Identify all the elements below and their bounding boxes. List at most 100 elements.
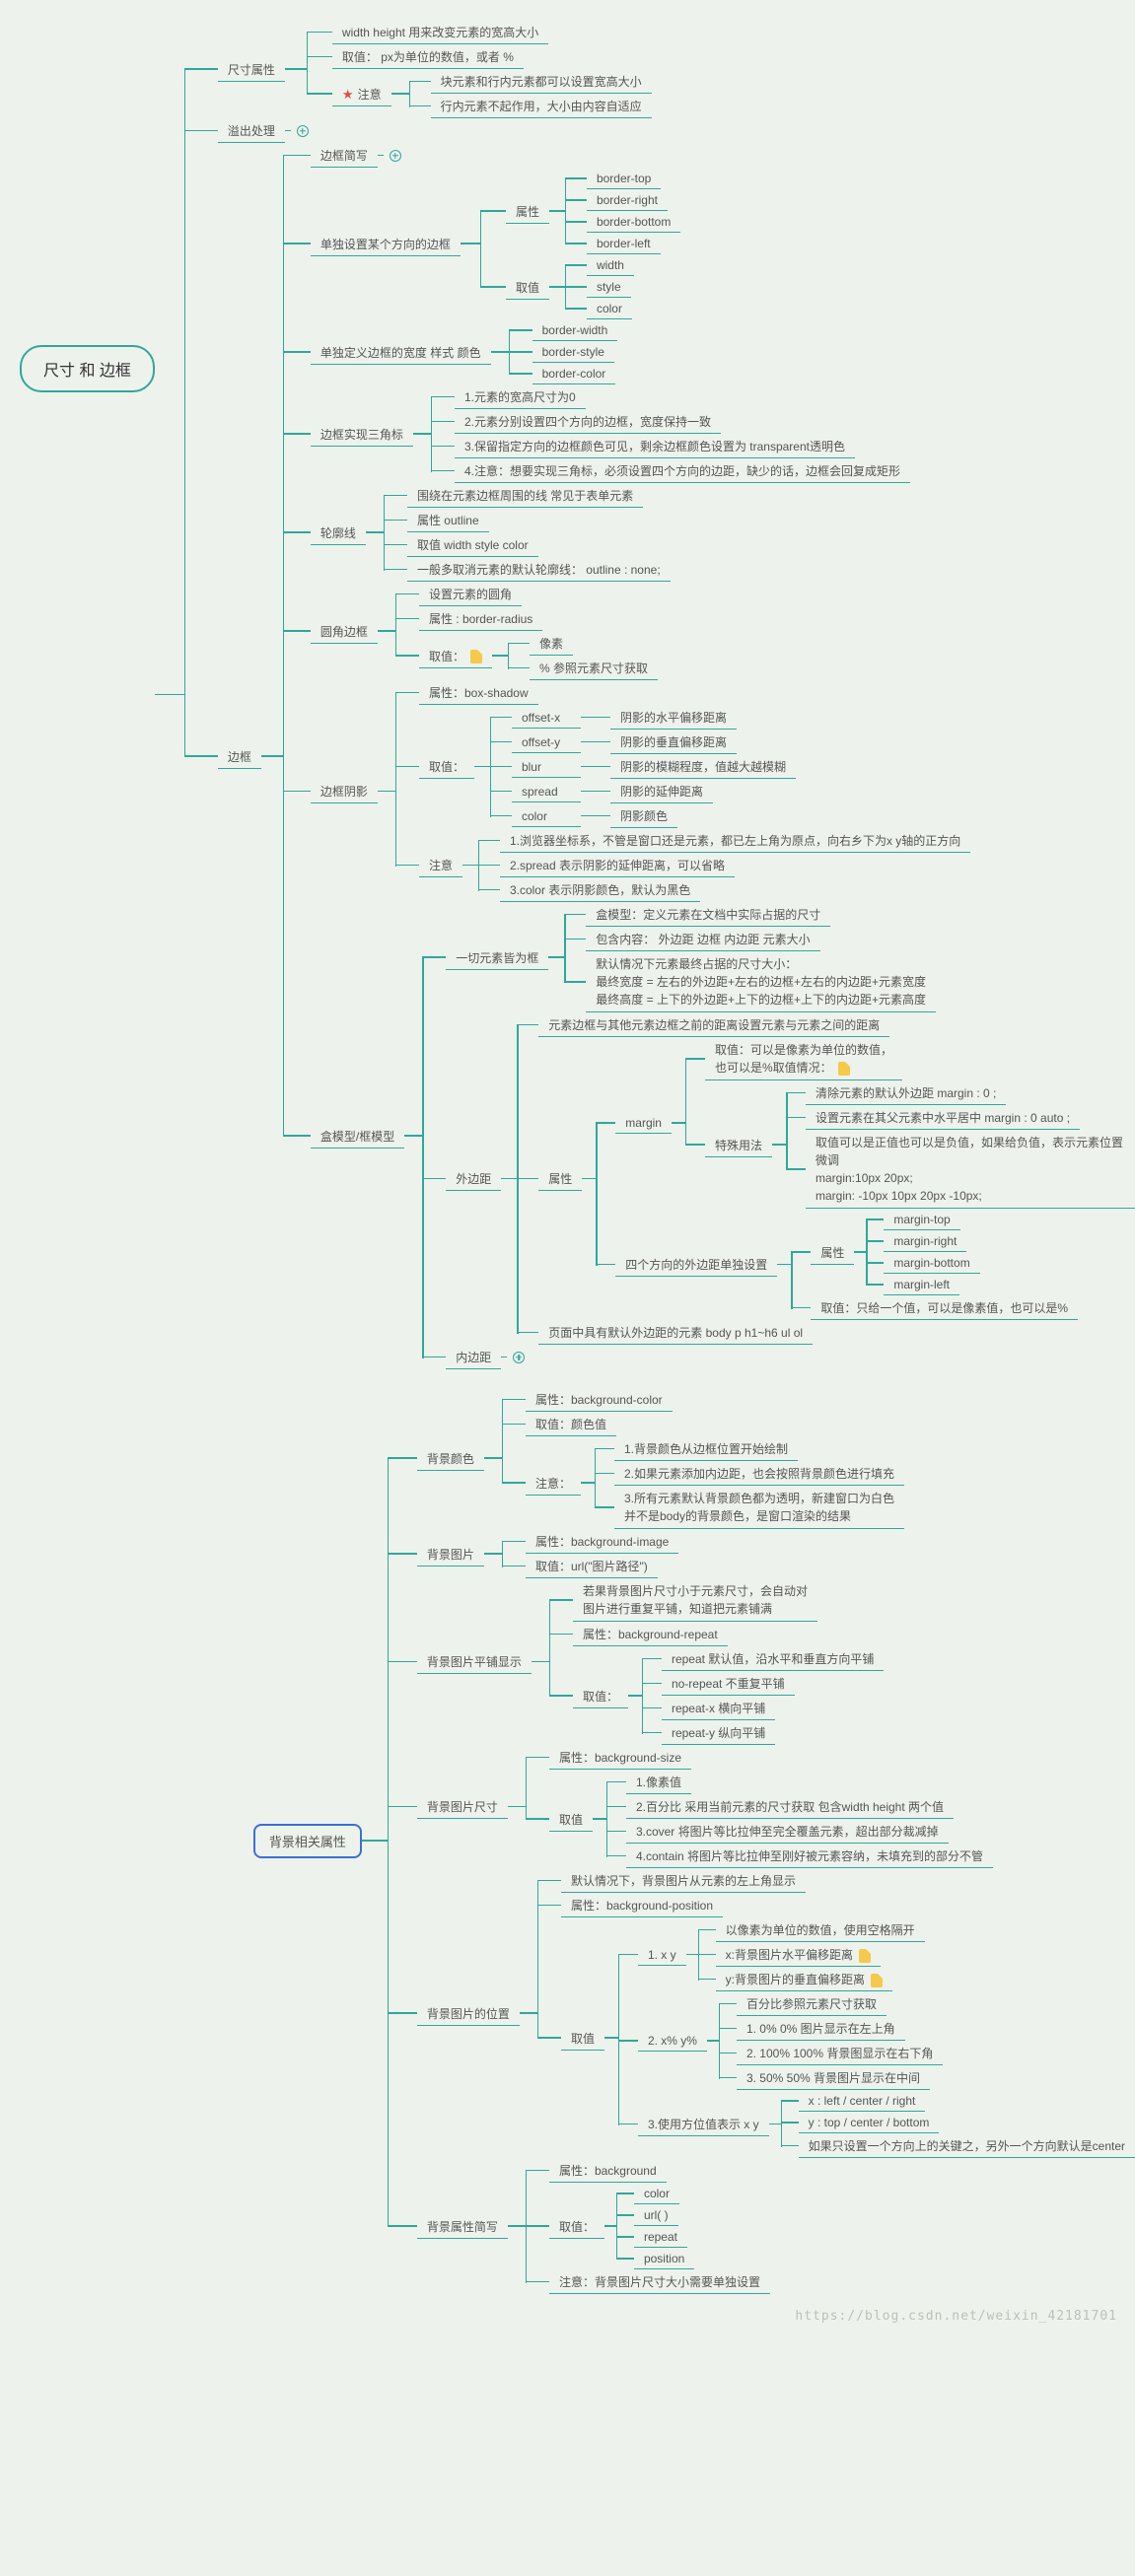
bs-v1: width	[587, 254, 634, 276]
size-r2: 取值： px为单位的数值，或者 %	[332, 44, 524, 69]
bgs-val: 取值	[549, 1807, 593, 1832]
bs-v3: color	[587, 298, 632, 319]
bgc-v: 取值：颜色值	[526, 1412, 616, 1436]
p3a: x : left / center / right	[799, 2090, 926, 2112]
size-note: ★注意	[332, 82, 391, 106]
bo4: 一般多取消元素的默认轮廓线： outline : none;	[407, 557, 671, 582]
p2a: 1. 0% 0% 图片显示在左上角	[737, 2016, 905, 2041]
border-single: 单独设置某个方向的边框	[311, 232, 461, 256]
border-define: 单独定义边框的宽度 样式 颜色	[311, 340, 491, 365]
mg-sp: 特殊用法	[705, 1133, 772, 1157]
p2d: 百分比参照元素尺寸获取	[737, 1991, 887, 2016]
expand-icon[interactable]	[390, 150, 401, 162]
v1d: 阴影的水平偏移距离	[610, 705, 737, 730]
size-r1: width height 用来改变元素的宽高大小	[332, 20, 548, 44]
ab3: 默认情况下元素最终占据的尺寸大小： 最终宽度 = 左右的外边距+左右的边框+左右…	[586, 951, 936, 1012]
bgi-a: 属性：background-image	[526, 1529, 678, 1554]
br3a: 像素	[530, 631, 573, 656]
p1b: y:背景图片的垂直偏移距离	[716, 1967, 892, 1991]
sp2: 设置元素在其父元素中水平居中 margin : 0 auto ;	[806, 1105, 1080, 1130]
bgs2: 2.百分比 采用当前元素的尺寸获取 包含width height 两个值	[626, 1794, 954, 1819]
bo3: 取值 width style color	[407, 532, 538, 557]
size-attr: 尺寸属性	[218, 57, 285, 82]
p2b: 2. 100% 100% 背景图显示在右下角	[737, 2041, 943, 2065]
bgp-val: 取值	[561, 2026, 604, 2051]
bg-color: 背景颜色	[417, 1446, 484, 1471]
fa2: margin-right	[884, 1230, 966, 1252]
bgs3: 3.cover 将图片等比拉伸至完全覆盖元素，超出部分裁减掉	[626, 1819, 949, 1844]
v5k: color	[512, 805, 581, 827]
bg-related: 背景相关属性	[253, 1824, 362, 1858]
bgr3: repeat-x 横向平铺	[662, 1696, 775, 1720]
bg-image: 背景图片	[417, 1542, 484, 1566]
bgc-a: 属性：background-color	[526, 1387, 673, 1412]
v4k: spread	[512, 781, 581, 802]
bgp2: 2. x% y%	[638, 2030, 707, 2052]
bsh-val: 取值：	[419, 754, 474, 779]
bgsh-note: 注意：背景图片尺寸大小需要单独设置	[549, 2269, 770, 2294]
bg-pos: 背景图片的位置	[417, 2001, 520, 2026]
bg-size: 背景图片尺寸	[417, 1794, 508, 1819]
border-short: 边框简写	[311, 143, 378, 168]
p1d: 以像素为单位的数值，使用空格隔开	[716, 1917, 925, 1942]
v4d: 阴影的延伸距离	[610, 779, 713, 803]
p1a: x:背景图片水平偏移距离	[716, 1942, 881, 1967]
four-dir: 四个方向的外边距单独设置	[615, 1252, 777, 1277]
bv1: color	[634, 2183, 679, 2204]
note-icon	[859, 1949, 871, 1963]
border-outline: 轮廓线	[311, 521, 366, 545]
bgsh-a: 属性：background	[549, 2158, 667, 2183]
star-icon: ★	[342, 87, 354, 102]
bv2: url( )	[634, 2204, 678, 2226]
br2: 属性 : border-radius	[419, 606, 542, 631]
bgr-desc: 若果背景图片尺寸小于元素尺寸，会自动对 图片进行重复平铺，知道把元素铺满	[573, 1578, 817, 1622]
four-attr: 属性	[811, 1240, 854, 1265]
v3d: 阴影的模糊程度，值越大越模糊	[610, 754, 796, 779]
bn1: 1.浏览器坐标系，不管是窗口还是元素，都已左上角为原点，向右乡下为x y轴的正方…	[500, 828, 970, 853]
bt2: 2.元素分别设置四个方向的边框，宽度保持一致	[455, 409, 721, 434]
bs-a3: border-bottom	[587, 211, 680, 233]
mo-desc: 元素边框与其他元素边框之前的距离设置元素与元素之间的距离	[538, 1012, 889, 1037]
p3b: y : top / center / bottom	[799, 2112, 940, 2133]
expand-icon[interactable]	[297, 125, 309, 137]
br3: 取值：	[419, 644, 492, 668]
bgc-n3: 3.所有元素默认背景颜色都为透明，新建窗口为白色 并不是body的背景颜色，是窗…	[614, 1486, 904, 1529]
bd3: border-color	[532, 363, 616, 384]
border-triangle: 边框实现三角标	[311, 422, 413, 447]
bs-attr: 属性	[506, 199, 549, 224]
v1k: offset-x	[512, 707, 581, 729]
sp3: 取值可以是正值也可以是负值，如果给负值，表示元素位置微调 margin:10px…	[806, 1130, 1135, 1209]
bgp-a: 属性：background-position	[561, 1893, 723, 1917]
bgr2: no-repeat 不重复平铺	[662, 1671, 795, 1696]
size-r3a: 块元素和行内元素都可以设置宽高大小	[431, 69, 652, 94]
border-shadow: 边框阴影	[311, 779, 378, 803]
defaults: 页面中具有默认外边距的元素 body p h1~h6 ul ol	[538, 1320, 813, 1345]
root-label: 尺寸 和 边框	[20, 345, 155, 392]
bs-a2: border-right	[587, 189, 668, 211]
expand-icon[interactable]	[513, 1352, 525, 1363]
br3b: % 参照元素尺寸获取	[530, 656, 658, 680]
margin-out: 外边距	[446, 1166, 501, 1191]
bo1: 围绕在元素边框周围的线 常见于表单元素	[407, 483, 643, 508]
fa3: margin-bottom	[884, 1252, 979, 1274]
bsh-attr: 属性：box-shadow	[419, 680, 538, 705]
bgc-n1: 1.背景颜色从边框位置开始绘制	[614, 1436, 798, 1461]
bgr4: repeat-y 纵向平铺	[662, 1720, 775, 1745]
p3c: 如果只设置一个方向上的关键之，另外一个方向默认是center	[799, 2133, 1135, 2158]
mo-attr: 属性	[538, 1166, 582, 1191]
size-r3b: 行内元素不起作用，大小由内容自适应	[431, 94, 652, 118]
fa1: margin-top	[884, 1209, 959, 1230]
bd2: border-style	[532, 341, 614, 363]
bn3: 3.color 表示阴影颜色，默认为黑色	[500, 877, 700, 902]
bgp3: 3.使用方位值表示 x y	[638, 2112, 769, 2136]
bn2: 2.spread 表示阴影的延伸距离，可以省略	[500, 853, 735, 877]
boxmodel: 盒模型/框模型	[311, 1124, 404, 1149]
note-icon	[838, 1062, 850, 1076]
p2c: 3. 50% 50% 背景图片显示在中间	[737, 2065, 930, 2090]
sp1: 清除元素的默认外边距 margin : 0 ;	[806, 1080, 1006, 1105]
mg-val: 取值：可以是像素为单位的数值， 也可以是%取值情况：	[705, 1037, 902, 1080]
margin: margin	[615, 1112, 672, 1134]
allbox: 一切元素皆为框	[446, 945, 548, 970]
note-icon	[470, 650, 482, 663]
bgr-a: 属性：background-repeat	[573, 1622, 728, 1646]
